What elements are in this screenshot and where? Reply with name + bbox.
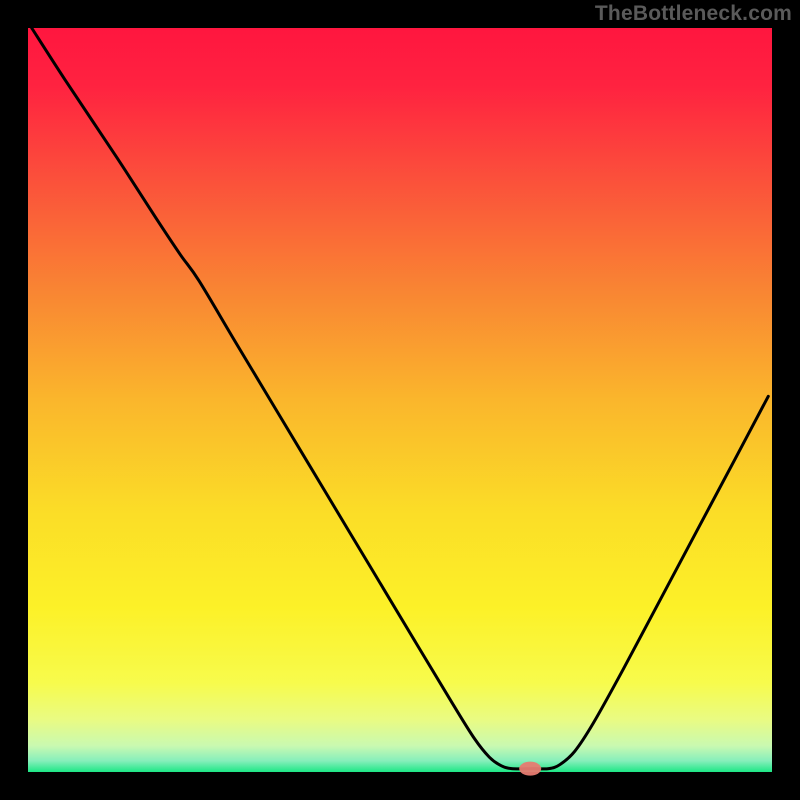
optimal-point-marker	[519, 762, 541, 776]
chart-container: TheBottleneck.com	[0, 0, 800, 800]
bottleneck-chart	[0, 0, 800, 800]
gradient-background	[28, 28, 772, 772]
watermark-label: TheBottleneck.com	[595, 2, 792, 26]
